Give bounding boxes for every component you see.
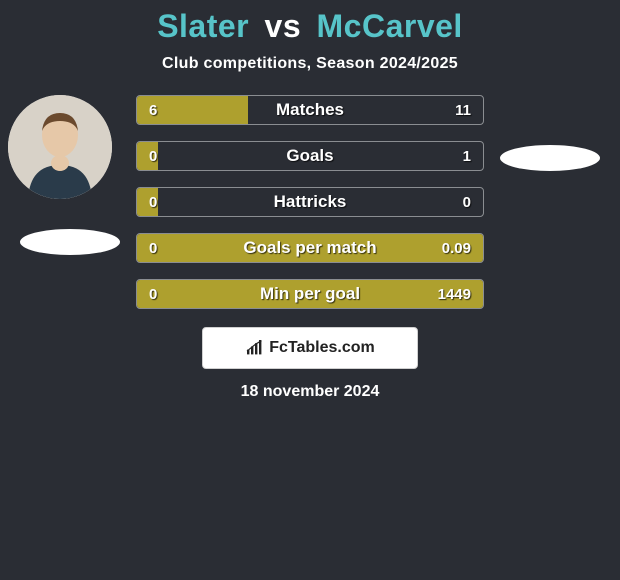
attribution-badge[interactable]: FcTables.com [202,327,418,369]
title-player1: Slater [157,8,249,44]
stat-row-goals-per-match: 0 Goals per match 0.09 [136,233,484,263]
stat-label: Matches [137,96,483,124]
stat-right-value: 1 [451,142,483,170]
player2-name-pill [500,145,600,171]
stat-right-value: 11 [443,96,483,124]
title-vs: vs [265,8,302,44]
stat-row-matches: 6 Matches 11 [136,95,484,125]
stat-row-goals: 0 Goals 1 [136,141,484,171]
stat-label: Goals [137,142,483,170]
attribution-text: FcTables.com [269,339,375,357]
player1-name-pill [20,229,120,255]
stat-label: Hattricks [137,188,483,216]
title-player2: McCarvel [317,8,463,44]
comparison-card: Slater vs McCarvel Club competitions, Se… [0,0,620,401]
page-title: Slater vs McCarvel [0,8,620,45]
stat-right-value: 1449 [426,280,483,308]
stat-right-value: 0.09 [430,234,483,262]
stat-row-hattricks: 0 Hattricks 0 [136,187,484,217]
content-region: 6 Matches 11 0 Goals 1 0 Hattricks 0 0 G… [0,95,620,401]
subtitle: Club competitions, Season 2024/2025 [0,55,620,73]
stat-row-min-per-goal: 0 Min per goal 1449 [136,279,484,309]
date-text: 18 november 2024 [0,383,620,401]
player1-avatar [8,95,112,199]
bar-chart-icon [245,340,265,356]
person-icon [8,95,112,199]
stat-bars: 6 Matches 11 0 Goals 1 0 Hattricks 0 0 G… [136,95,484,309]
stat-right-value: 0 [451,188,483,216]
